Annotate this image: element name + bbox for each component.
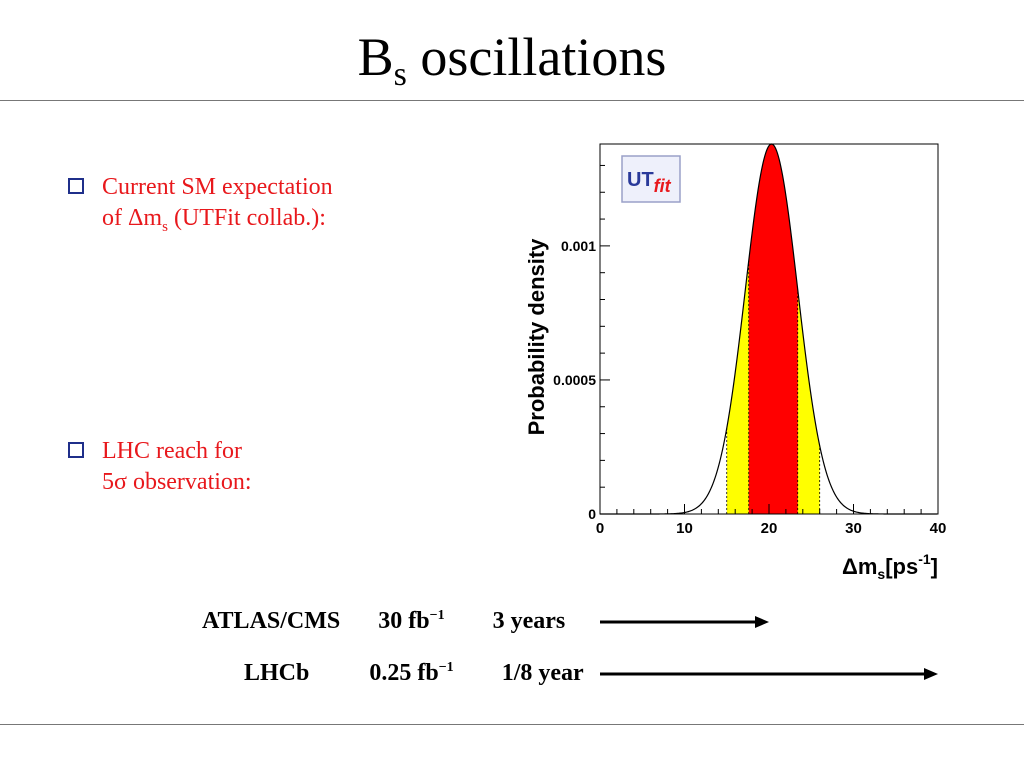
x-axis-label: Δms[ps-1]	[842, 551, 938, 582]
x-tick-label: 0	[596, 520, 604, 537]
reach-lumi: 0.25 fb−1	[369, 660, 454, 686]
y-tick-label: 0.0005	[553, 372, 596, 388]
reach-row-lhcb: LHCb 0.25 fb−1 1/8 year	[244, 660, 584, 687]
band-68%	[748, 144, 798, 514]
reach-time: 3 years	[492, 608, 566, 634]
utfit-logo: UTfit	[627, 169, 672, 196]
x-tick-label: 30	[845, 520, 862, 537]
bullet-text-line1: Current SM expectation	[102, 174, 333, 200]
reach-lumi: 30 fb−1	[378, 608, 445, 634]
reach-experiment: LHCb	[244, 660, 310, 686]
reach-arrow-head	[924, 668, 938, 680]
y-tick-label: 0	[588, 506, 596, 522]
slide-title: Bs oscillations	[357, 27, 667, 93]
bullet-text-line2: 5σ observation:	[102, 469, 252, 495]
bullet-box-icon	[68, 442, 84, 458]
reach-experiment: ATLAS/CMS	[202, 608, 341, 634]
title-divider	[0, 100, 1024, 101]
bullet-box-icon	[68, 178, 84, 194]
reach-arrow-head	[755, 616, 769, 628]
y-axis-label: Probability density	[524, 238, 549, 436]
bullet-text-line1: LHC reach for	[102, 438, 242, 464]
utfit-logo-box	[621, 155, 681, 203]
reach-time: 1/8 year	[501, 660, 584, 686]
y-tick-label: 0.001	[561, 238, 596, 254]
bullet-sm-expectation: Current SM expectation of Δms (UTFit col…	[68, 172, 333, 243]
x-tick-label: 20	[761, 520, 778, 537]
reach-row-atlas-cms: ATLAS/CMS 30 fb−1 3 years	[202, 608, 565, 635]
bullet-lhc-reach: LHC reach for 5σ observation:	[68, 436, 252, 498]
x-tick-label: 40	[930, 520, 947, 537]
x-tick-label: 10	[676, 520, 693, 537]
footer-divider	[0, 724, 1024, 725]
bullet-text-line2: of Δms (UTFit collab.):	[102, 205, 326, 235]
probability-density-plot: 0 10 20 30 40 0 0.0005 0.001 Probability density…	[524, 143, 947, 582]
